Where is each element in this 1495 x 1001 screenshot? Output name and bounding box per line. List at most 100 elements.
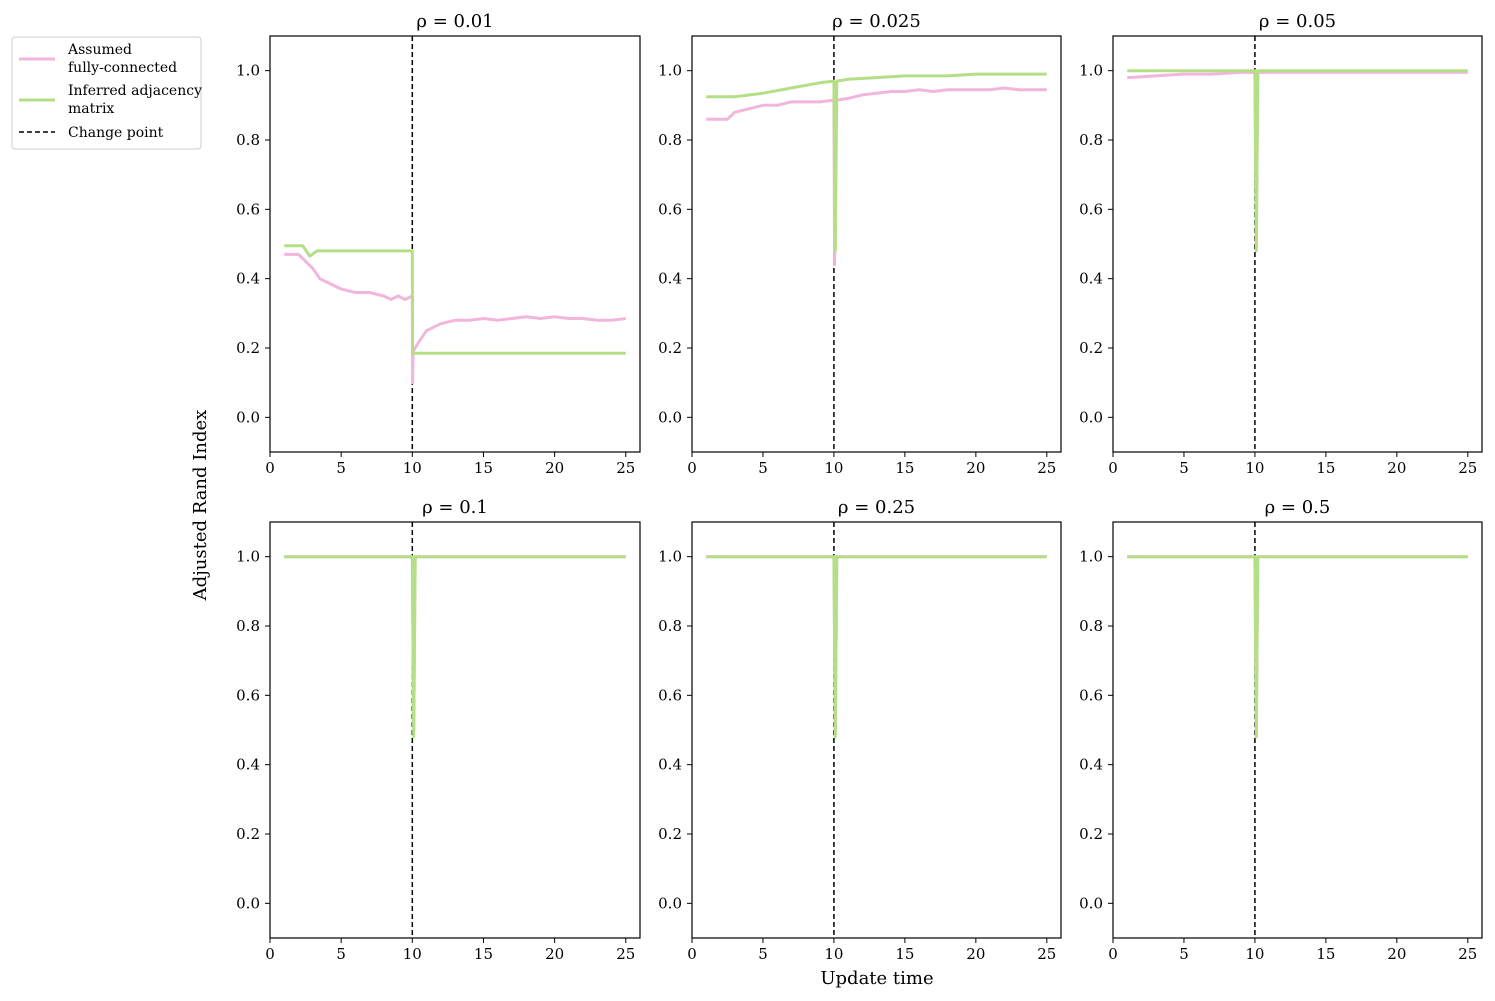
x-tick-label: 20: [1387, 459, 1406, 477]
x-tick-label: 25: [616, 459, 635, 477]
x-tick-label: 5: [336, 459, 346, 477]
plot-frame: [269, 521, 641, 939]
x-tick-label: 10: [824, 459, 843, 477]
x-tick-label: 5: [758, 459, 768, 477]
x-tick-label: 25: [1037, 945, 1056, 963]
y-tick-label: 0.8: [658, 131, 682, 149]
panel-5: ρ = 0.25 0 5 10 15 20 25 0.0 0.2 0.4 0.6 0.8 1.0: [658, 497, 1062, 963]
y-tick-label: 0.8: [236, 617, 260, 635]
y-tick-label: 0.6: [658, 200, 682, 218]
y-tick-label: 0.2: [658, 825, 682, 843]
x-tick-label: 15: [895, 459, 914, 477]
y-tick-label: 0.6: [658, 686, 682, 704]
series-line-assumed: [706, 86, 1047, 267]
y-tick-label: 0.8: [236, 131, 260, 149]
panel-title: ρ = 0.01: [416, 11, 493, 32]
x-axis-title: Update time: [820, 968, 933, 989]
plot-frame: [1112, 35, 1483, 453]
x-tick-label: 10: [403, 459, 422, 477]
x-tick-label: 25: [1458, 459, 1477, 477]
y-tick-label: 0.6: [236, 200, 260, 218]
panel-2: ρ = 0.025 0 5 10 15 20 25 0.0 0.2 0.4 0.6 0.8 1.0: [658, 11, 1062, 477]
panel-1: ρ = 0.01 0 5 10 15 20 25 0.0 0.2 0.4 0.6 0.8 1.0: [236, 11, 641, 477]
x-tick-label: 10: [403, 945, 422, 963]
plot-frame: [691, 521, 1062, 939]
plot-frame: [691, 35, 1062, 453]
x-tick-label: 15: [1316, 459, 1335, 477]
series-line-assumed: [706, 555, 1047, 732]
legend-label-inferred-line1: Inferred adjacency: [68, 83, 202, 99]
panel-title: ρ = 0.5: [1265, 497, 1331, 518]
x-tick-label: 0: [265, 945, 275, 963]
y-tick-label: 1.0: [1079, 548, 1103, 566]
y-tick-label: 0.2: [658, 339, 682, 357]
y-tick-label: 0.8: [1079, 617, 1103, 635]
series-line-inferred: [706, 72, 1047, 253]
x-tick-label: 5: [758, 945, 768, 963]
series-line-assumed: [284, 252, 626, 385]
x-tick-label: 25: [1037, 459, 1056, 477]
x-tick-label: 5: [336, 945, 346, 963]
x-tick-label: 5: [1179, 945, 1189, 963]
y-tick-label: 0.2: [236, 339, 260, 357]
y-tick-label: 0.0: [658, 408, 682, 426]
x-tick-label: 0: [687, 459, 697, 477]
y-tick-label: 1.0: [658, 548, 682, 566]
y-tick-label: 0.6: [1079, 200, 1103, 218]
plot-frame: [269, 35, 641, 453]
x-tick-label: 15: [895, 945, 914, 963]
x-tick-label: 10: [824, 945, 843, 963]
series-line-inferred: [284, 555, 626, 739]
x-tick-label: 15: [474, 945, 493, 963]
x-tick-label: 10: [1245, 459, 1264, 477]
series-line-inferred: [1127, 555, 1468, 739]
panel-title: ρ = 0.05: [1259, 11, 1336, 32]
y-tick-label: 0.4: [658, 270, 682, 288]
x-tick-label: 0: [265, 459, 275, 477]
panel-3: ρ = 0.05 0 5 10 15 20 25 0.0 0.2 0.4 0.6 0.8 1.0: [1079, 11, 1483, 477]
plot-frame: [1112, 521, 1483, 939]
series-line-assumed: [1127, 70, 1468, 246]
panel-title: ρ = 0.25: [838, 497, 915, 518]
y-tick-label: 0.2: [1079, 825, 1103, 843]
y-tick-label: 0.4: [1079, 270, 1103, 288]
x-tick-label: 25: [616, 945, 635, 963]
y-tick-label: 0.8: [1079, 131, 1103, 149]
x-tick-label: 20: [966, 945, 985, 963]
x-tick-label: 15: [474, 459, 493, 477]
y-tick-label: 1.0: [1079, 62, 1103, 80]
y-tick-label: 0.0: [236, 894, 260, 912]
x-tick-label: 15: [1316, 945, 1335, 963]
x-tick-label: 5: [1179, 459, 1189, 477]
legend: Assumed fully-connected Inferred adjacen…: [11, 36, 202, 150]
y-axis-title: Adjusted Rand Index: [190, 410, 211, 602]
y-tick-label: 1.0: [658, 62, 682, 80]
y-tick-label: 0.0: [658, 894, 682, 912]
y-tick-label: 0.2: [236, 825, 260, 843]
series-line-inferred: [706, 555, 1047, 739]
panels: ρ = 0.010 5 10 15 20 250.00.20.40.60.81.0ρ = …: [236, 11, 1483, 963]
panel-title: ρ = 0.025: [832, 11, 921, 32]
y-tick-label: 0.4: [658, 756, 682, 774]
panel-6: ρ = 0.5 0 5 10 15 20 25 0.0 0.2 0.4 0.6 0.8 1.0: [1079, 497, 1483, 963]
y-tick-label: 0.4: [236, 270, 260, 288]
x-tick-label: 20: [545, 459, 564, 477]
series-line-inferred: [1127, 69, 1468, 253]
y-tick-label: 0.4: [1079, 756, 1103, 774]
x-tick-label: 20: [1387, 945, 1406, 963]
series-line-assumed: [284, 555, 626, 732]
y-tick-label: 0.4: [236, 756, 260, 774]
panel-title: ρ = 0.1: [422, 497, 488, 518]
x-tick-label: 0: [1108, 459, 1118, 477]
y-tick-label: 0.0: [1079, 408, 1103, 426]
y-tick-label: 0.2: [1079, 339, 1103, 357]
y-tick-label: 0.0: [236, 408, 260, 426]
y-tick-label: 1.0: [236, 62, 260, 80]
x-tick-label: 20: [545, 945, 564, 963]
x-tick-label: 0: [687, 945, 697, 963]
x-tick-label: 20: [966, 459, 985, 477]
y-tick-label: 0.6: [236, 686, 260, 704]
legend-label-inferred-line2: matrix: [68, 101, 114, 117]
x-tick-label: 0: [1108, 945, 1118, 963]
